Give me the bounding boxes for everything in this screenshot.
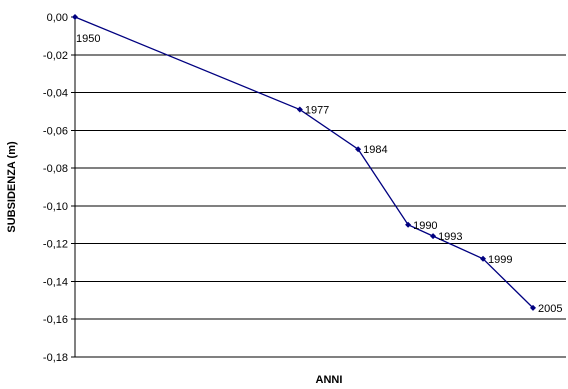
data-point-1993	[430, 233, 437, 240]
data-point-1984	[355, 146, 362, 153]
series-line	[74, 16, 534, 309]
data-label-1993: 1993	[438, 231, 462, 243]
data-label-1984: 1984	[363, 144, 387, 156]
data-point-2005	[530, 304, 536, 311]
data-label-1999: 1999	[488, 254, 512, 266]
data-point-1990	[405, 221, 412, 228]
y-tick-label: -0,08	[43, 163, 68, 175]
data-point-1999	[480, 255, 487, 262]
axis-layer: 0,00 -0,02 -0,04 -0,06 -0,08 -0,10 -0,12 -0,14 -…	[43, 12, 566, 364]
y-tick-label: -0,18	[43, 352, 68, 364]
grid-layer	[75, 54, 566, 320]
y-tick-label: -0,12	[43, 239, 68, 251]
y-tick-label: -0,06	[43, 125, 68, 137]
y-tick-label: -0,10	[43, 201, 68, 213]
y-tick-label: -0,02	[43, 50, 68, 62]
data-label-1950: 1950	[76, 33, 100, 45]
data-label-2005: 2005	[538, 303, 562, 315]
data-label-1977: 1977	[305, 105, 329, 117]
y-tick-label: -0,16	[43, 314, 68, 326]
series-layer	[72, 14, 536, 311]
y-tick-label: -0,04	[43, 88, 68, 100]
data-label-1990: 1990	[413, 220, 437, 232]
x-axis-title: ANNI	[316, 374, 343, 386]
y-tick-label: -0,14	[43, 276, 68, 288]
data-point-1950	[72, 14, 78, 20]
y-tick-label: 0,00	[47, 12, 68, 24]
data-point-1977	[296, 106, 303, 113]
y-axis-title: SUBSIDENZA (m)	[6, 141, 18, 233]
